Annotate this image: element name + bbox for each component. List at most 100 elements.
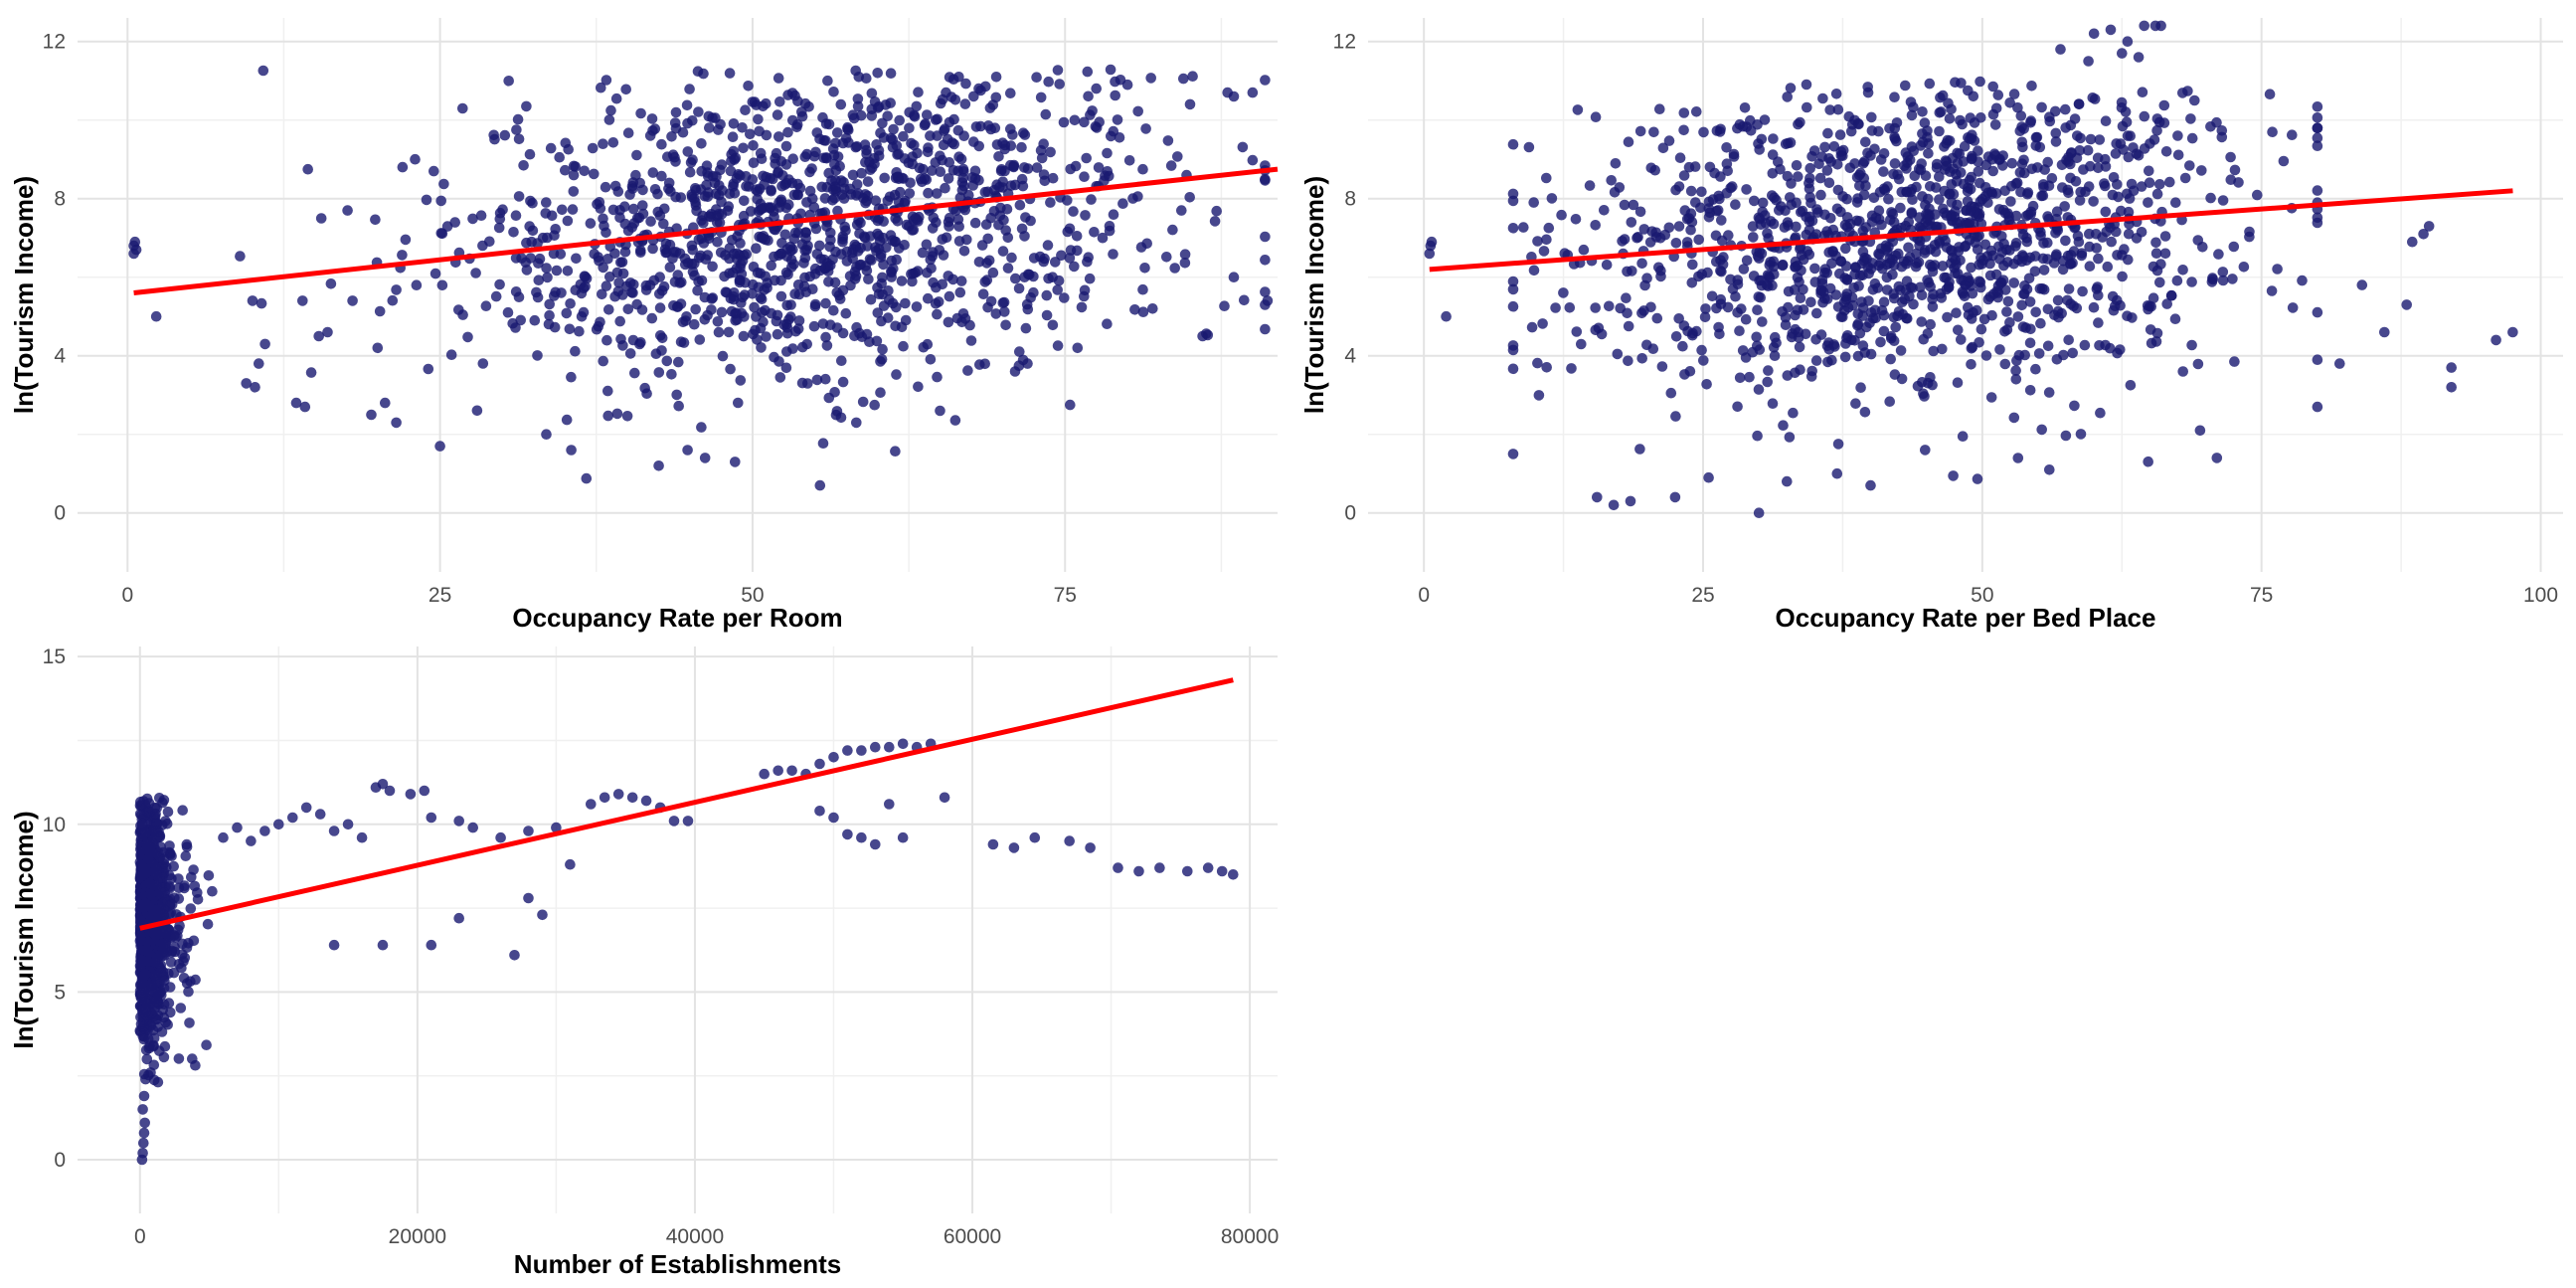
data-point (1566, 363, 1577, 374)
data-point (828, 752, 839, 763)
data-point (1086, 194, 1097, 205)
data-point (729, 187, 741, 199)
data-point (658, 218, 669, 230)
data-point (733, 169, 744, 180)
data-point (300, 802, 312, 814)
data-point (1748, 271, 1760, 281)
data-point (1703, 471, 1714, 483)
data-point (748, 157, 760, 168)
data-point (628, 278, 639, 290)
data-point (1228, 272, 1240, 283)
data-point (2171, 275, 2183, 286)
data-point (2266, 285, 2278, 296)
data-point (735, 275, 746, 286)
data-point (1854, 271, 1866, 281)
data-point (772, 328, 783, 340)
data-point (1698, 355, 1709, 366)
data-point (1840, 338, 1851, 349)
data-point (698, 238, 710, 249)
data-point (681, 311, 692, 322)
data-point (932, 188, 943, 199)
data-point (2044, 111, 2055, 122)
data-point (511, 124, 522, 135)
data-point (314, 809, 326, 820)
data-point (2147, 292, 2159, 304)
x-axis-title-bed-occupancy: Occupancy Rate per Bed Place (1776, 603, 2156, 633)
data-point (1900, 147, 1912, 158)
data-point (852, 100, 864, 112)
data-point (2095, 407, 2106, 419)
data-point (1784, 432, 1796, 443)
data-point (2060, 430, 2072, 442)
data-point (542, 232, 553, 244)
data-point (882, 110, 893, 121)
data-point (782, 126, 793, 138)
data-point (1744, 371, 1755, 383)
data-point (2131, 148, 2143, 159)
data-point (1000, 319, 1011, 331)
data-point (2106, 236, 2117, 248)
data-point (1759, 114, 1771, 125)
data-point (173, 1053, 185, 1064)
data-point (509, 950, 520, 961)
data-point (1953, 324, 1964, 336)
data-point (1689, 161, 1701, 172)
data-point (872, 307, 884, 318)
y-tick-label: 15 (43, 645, 66, 668)
data-point (596, 82, 606, 93)
data-point (180, 850, 192, 861)
data-point (666, 369, 677, 380)
data-point (816, 181, 827, 193)
data-point (1999, 358, 2011, 370)
data-point (1924, 78, 1936, 90)
data-point (1641, 339, 1652, 351)
data-point (640, 795, 652, 807)
data-point (1804, 211, 1815, 223)
data-point (875, 127, 886, 138)
data-point (1764, 260, 1776, 271)
data-point (1975, 76, 1985, 88)
data-point (529, 314, 541, 326)
data-point (682, 816, 694, 827)
data-point (518, 160, 529, 171)
data-point (772, 109, 783, 120)
data-point (1928, 345, 1939, 357)
data-point (325, 278, 337, 289)
data-point (1606, 175, 1617, 186)
data-point (913, 381, 924, 393)
data-point (129, 236, 141, 248)
data-point (1804, 162, 1815, 174)
data-point (175, 1003, 187, 1013)
data-point (909, 139, 920, 151)
data-point (918, 163, 929, 175)
data-point (1108, 125, 1119, 137)
data-point (939, 125, 949, 136)
data-point (135, 935, 147, 946)
data-point (1222, 87, 1233, 98)
data-point (134, 800, 146, 812)
data-point (453, 912, 465, 924)
data-point (1812, 207, 1823, 218)
data-point (1819, 264, 1831, 275)
data-point (1104, 221, 1116, 232)
data-point (860, 197, 871, 209)
data-point (1821, 165, 1833, 176)
data-point (477, 358, 489, 369)
data-point (1621, 292, 1631, 304)
data-point (672, 270, 684, 280)
data-point (162, 1018, 173, 1030)
data-point (2154, 179, 2165, 190)
data-point (2143, 197, 2153, 208)
data-point (1019, 129, 1031, 140)
x-tick-label: 20000 (389, 1225, 446, 1248)
data-point (1047, 319, 1059, 331)
data-point (138, 987, 149, 998)
data-point (849, 274, 861, 284)
data-point (453, 816, 465, 827)
data-point (2123, 151, 2135, 163)
data-point (1757, 206, 1768, 218)
data-point (939, 792, 950, 804)
data-point (959, 98, 971, 109)
data-point (397, 161, 409, 173)
y-tick-label: 0 (1344, 502, 1356, 525)
